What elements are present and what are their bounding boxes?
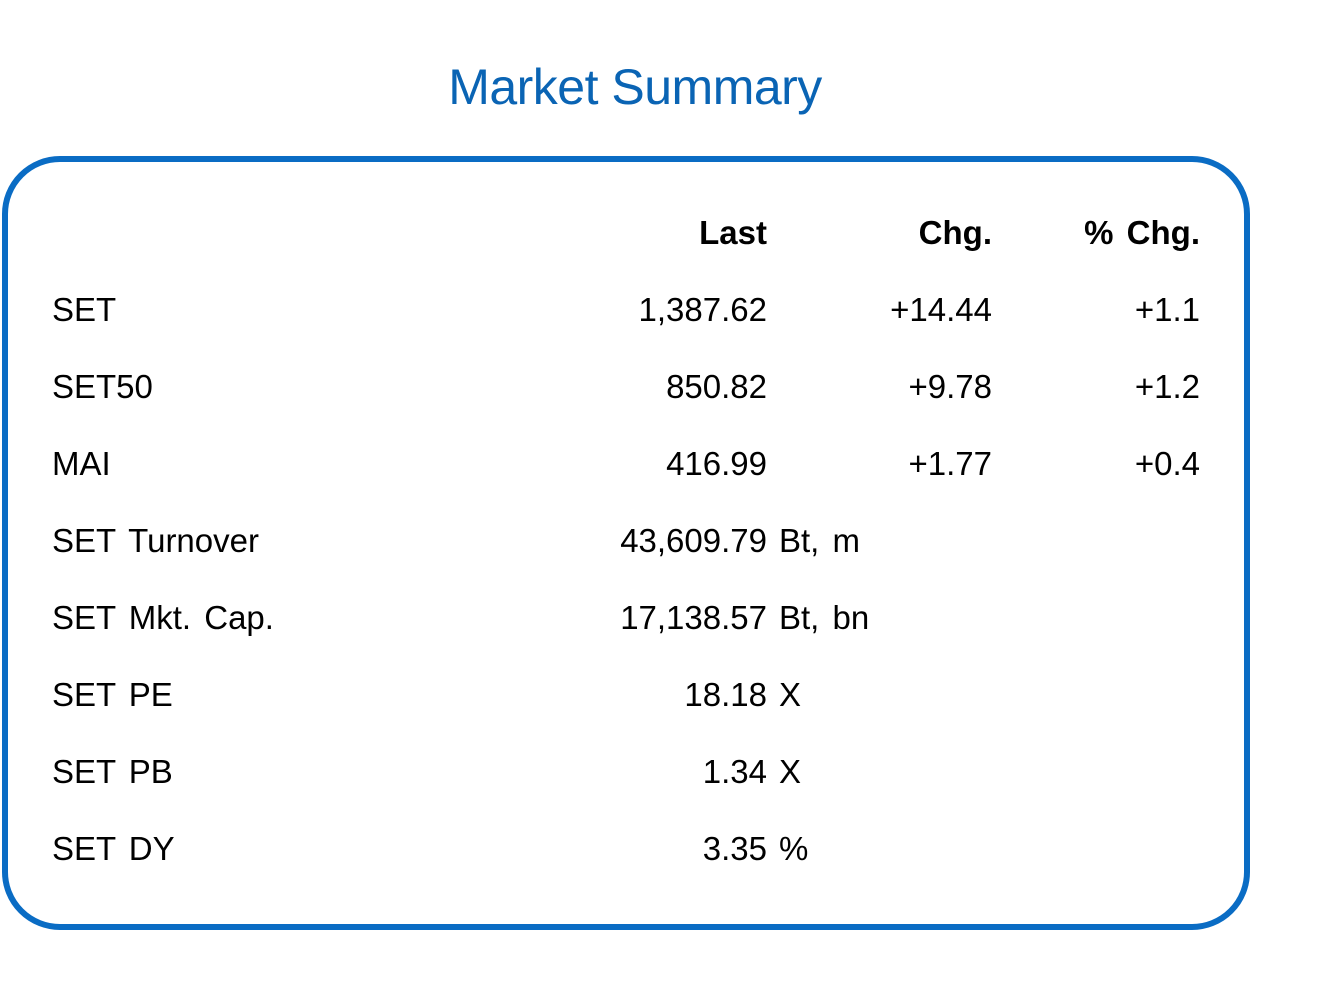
row-last: 3.35 <box>702 830 767 867</box>
row-last: 17,138.57 <box>620 599 767 636</box>
row-unit: % <box>779 830 809 867</box>
row-chg: +1.77 <box>908 445 993 482</box>
header-chg: Chg. <box>918 214 992 251</box>
row-label: SET Mkt. Cap. <box>52 599 274 636</box>
row-pct-chg: +1.1 <box>1134 291 1200 328</box>
row-label: SET Turnover <box>52 522 259 559</box>
row-last: 1.34 <box>702 753 767 790</box>
header-pct-chg: % Chg. <box>1084 214 1200 251</box>
row-last: 18.18 <box>684 676 767 713</box>
row-pct-chg: +1.2 <box>1134 368 1200 405</box>
row-last: 416.99 <box>666 445 767 482</box>
row-label: SET50 <box>52 368 153 405</box>
row-label: SET PE <box>52 676 173 713</box>
row-last: 43,609.79 <box>620 522 767 559</box>
row-label: SET DY <box>52 830 175 867</box>
page-title: Market Summary <box>448 59 822 115</box>
row-unit: Bt, bn <box>779 599 870 636</box>
row-unit: X <box>779 676 802 713</box>
row-chg: +14.44 <box>890 291 992 328</box>
row-chg: +9.78 <box>908 368 993 405</box>
row-pct-chg: +0.4 <box>1134 445 1200 482</box>
row-unit: X <box>779 753 802 790</box>
market-summary-panel <box>2 156 1250 930</box>
row-unit: Bt, m <box>779 522 861 559</box>
row-last: 1,387.62 <box>638 291 767 328</box>
row-last: 850.82 <box>666 368 767 405</box>
row-label: MAI <box>52 445 111 482</box>
header-last: Last <box>699 214 767 251</box>
row-label: SET <box>52 291 117 328</box>
row-label: SET PB <box>52 753 173 790</box>
